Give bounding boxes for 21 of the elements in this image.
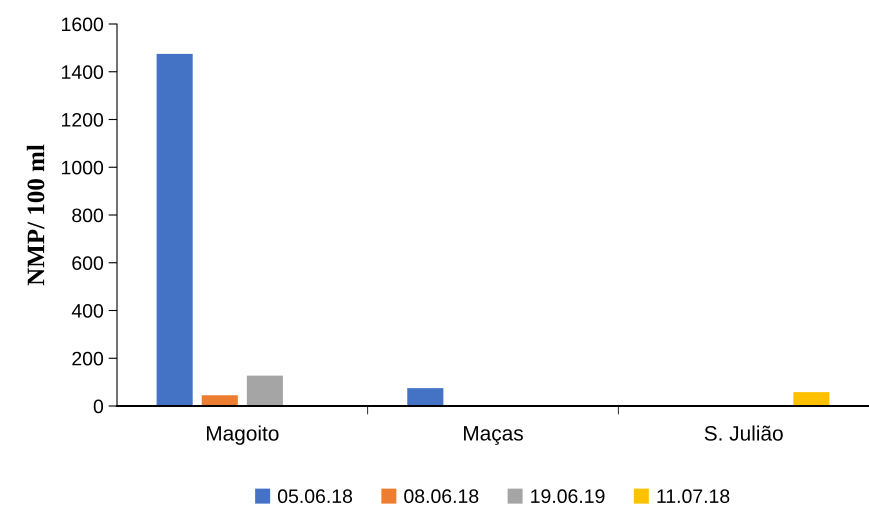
- legend-label: 05.06.18: [278, 489, 352, 504]
- y-axis-title: NMP/ 100 ml: [26, 144, 44, 286]
- y-tick-label: 0: [94, 399, 104, 414]
- y-tick-label: 400: [72, 304, 104, 318]
- bar: [246, 376, 283, 406]
- bar: [793, 392, 830, 406]
- y-tick-label: 1600: [62, 17, 104, 32]
- x-tick-label: Magoito: [206, 425, 279, 445]
- legend-label: 19.06.19: [531, 489, 604, 504]
- y-tick-label: 1000: [62, 160, 104, 174]
- bar: [156, 54, 193, 406]
- y-tick-label: 200: [72, 352, 104, 366]
- x-tick-label: S. Julião: [704, 425, 783, 441]
- y-tick-label: 1200: [62, 112, 104, 127]
- bar: [407, 388, 444, 406]
- y-tick-label: 1400: [62, 65, 104, 79]
- y-tick-label: 800: [72, 208, 104, 222]
- y-tick-label: 600: [72, 256, 104, 270]
- legend-label: 08.06.18: [404, 489, 478, 504]
- x-tick-label: Maças: [464, 426, 523, 445]
- legend-label: 11.07.18: [657, 489, 730, 504]
